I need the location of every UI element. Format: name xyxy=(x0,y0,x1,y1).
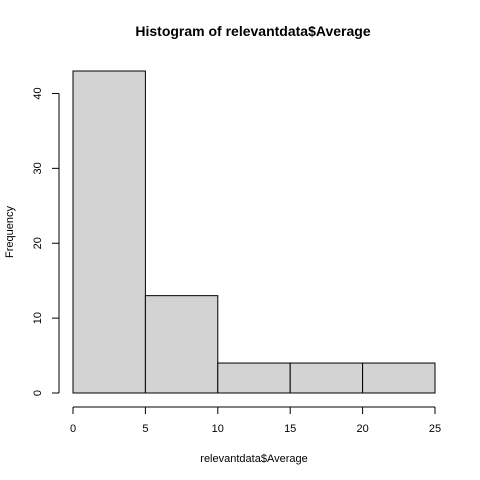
y-axis-label: Frequency xyxy=(4,206,16,258)
x-axis: 0 5 10 15 20 25 xyxy=(70,406,441,435)
y-tick-label-1: 10 xyxy=(32,312,44,324)
x-tick-label-3: 15 xyxy=(284,423,296,435)
y-tick-label-3: 30 xyxy=(32,162,44,174)
x-axis-label: relevantdata$Average xyxy=(200,453,307,465)
y-tick-label-2: 20 xyxy=(32,237,44,249)
x-tick-label-1: 5 xyxy=(142,423,148,435)
histogram-bar-0 xyxy=(72,70,146,394)
chart-title: Histogram of relevantdata$Average xyxy=(135,23,370,39)
x-tick-label-4: 20 xyxy=(356,423,368,435)
x-tick-label-5: 25 xyxy=(429,423,441,435)
histogram-bar-4 xyxy=(362,362,436,394)
histogram-bar-2 xyxy=(217,362,291,394)
y-tick-label-4: 40 xyxy=(32,87,44,99)
y-axis: 0 10 20 30 40 xyxy=(32,87,60,396)
histogram-bar-3 xyxy=(289,362,364,394)
x-tick-label-0: 0 xyxy=(70,423,76,435)
bars-group xyxy=(72,70,436,394)
x-tick-label-2: 10 xyxy=(212,423,224,435)
y-tick-label-0: 0 xyxy=(32,390,44,396)
histogram-bar-1 xyxy=(144,295,219,394)
